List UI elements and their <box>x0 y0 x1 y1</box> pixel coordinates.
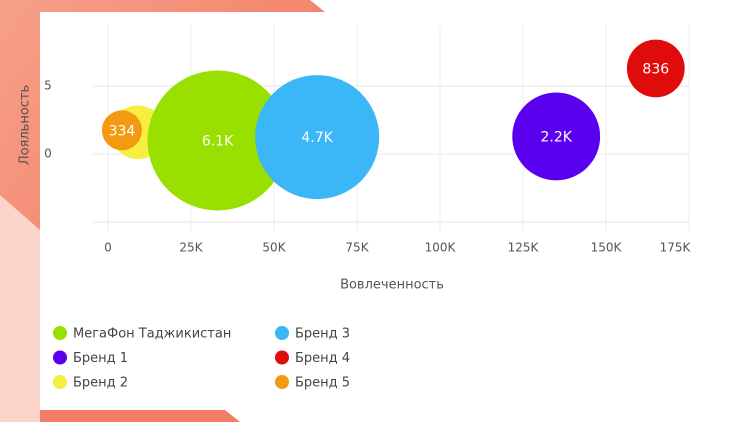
x-tick-label: 125K <box>508 241 540 255</box>
legend-marker <box>275 326 289 340</box>
legend-label: Бренд 5 <box>295 376 350 391</box>
legend-label: Бренд 4 <box>295 351 350 366</box>
data-label: 4.7K <box>301 130 333 146</box>
legend-label: МегаФон Таджикистан <box>73 327 231 342</box>
legend-label: Бренд 3 <box>295 327 350 342</box>
y-axis-title: Лояльность <box>18 85 33 165</box>
x-tick-label: 175K <box>660 241 692 255</box>
bubble <box>626 39 685 98</box>
plot: 0 5 0 25K 50K 75K 100K 125K 150K 175K 334 6.1K 4.7K 2… <box>44 25 692 255</box>
x-tick-label: 50K <box>262 241 286 255</box>
y-tick-label: 0 <box>44 147 52 161</box>
legend-label: Бренд 2 <box>73 376 128 391</box>
legend-marker <box>53 350 67 365</box>
data-label: 836 <box>642 61 669 77</box>
x-tick-label: 150K <box>591 241 623 255</box>
bubble <box>512 92 601 181</box>
x-tick-label: 0 <box>104 241 112 255</box>
x-tick-label: 75K <box>345 241 369 255</box>
legend-label: Бренд 1 <box>73 351 128 366</box>
y-tick-label: 5 <box>44 79 52 93</box>
legend-marker <box>275 375 289 389</box>
bubble <box>101 110 142 151</box>
data-label: 6.1K <box>202 133 234 149</box>
decor-strip <box>40 410 240 422</box>
legend-marker <box>53 326 67 340</box>
x-axis-title: Вовлеченность <box>340 278 444 293</box>
data-label: 2.2K <box>540 129 572 145</box>
x-tick-label: 100K <box>425 241 457 255</box>
decor-bottom <box>0 195 240 422</box>
x-tick-label: 25K <box>179 241 203 255</box>
bubble <box>255 75 380 200</box>
data-label: 334 <box>109 123 136 139</box>
legend-marker <box>275 350 289 365</box>
legend-marker <box>53 375 67 389</box>
bubble <box>147 70 288 211</box>
